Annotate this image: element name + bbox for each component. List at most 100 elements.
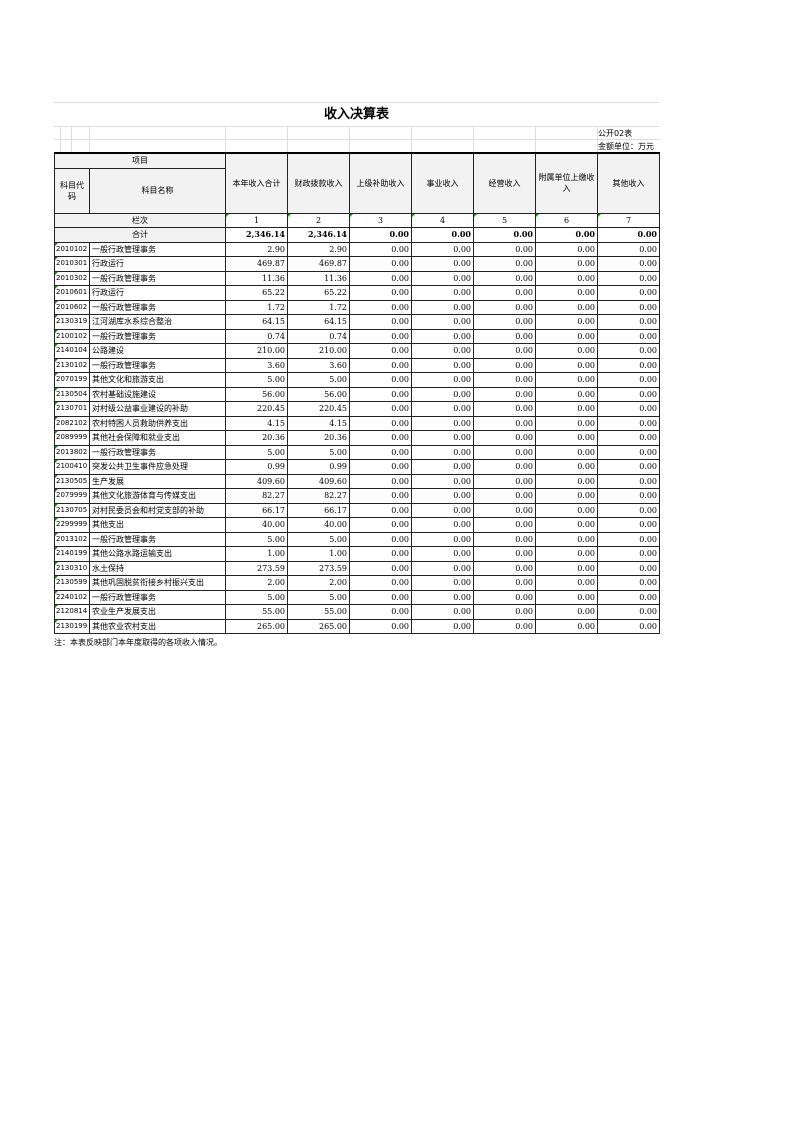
subject-code: 2010302 xyxy=(54,270,90,286)
amount-cell: 0.00 xyxy=(597,589,660,605)
amount-cell: 0.00 xyxy=(473,560,536,576)
subject-name: 一般行政管理事务 xyxy=(89,241,226,257)
amount-cell: 0.00 xyxy=(597,531,660,547)
amount-cell: 0.00 xyxy=(473,444,536,460)
amount-cell: 220.45 xyxy=(287,401,350,417)
amount-cell: 0.99 xyxy=(287,459,350,475)
amount-cell: 0.00 xyxy=(349,473,412,489)
amount-cell: 0.00 xyxy=(597,444,660,460)
amount-cell: 0.00 xyxy=(597,285,660,301)
subject-code: 2140199 xyxy=(54,546,90,562)
amount-cell: 40.00 xyxy=(225,517,288,533)
meta-rows: 公开02表 金额单位：万元 xyxy=(54,127,659,152)
amount-cell: 0.00 xyxy=(349,415,412,431)
amount-cell: 0.00 xyxy=(473,430,536,446)
amount-cell: 0.00 xyxy=(597,415,660,431)
amount-cell: 0.00 xyxy=(535,256,598,272)
amount-cell: 0.00 xyxy=(411,604,474,620)
amount-cell: 82.27 xyxy=(225,488,288,504)
amount-cell: 0.00 xyxy=(411,488,474,504)
amount-cell: 0.00 xyxy=(535,604,598,620)
amount-cell: 0.74 xyxy=(225,328,288,344)
amount-cell: 11.36 xyxy=(225,270,288,286)
header-col-5: 经营收入 xyxy=(473,152,536,214)
subject-code: 2130504 xyxy=(54,386,90,402)
amount-cell: 5.00 xyxy=(287,444,350,460)
total-value: 0.00 xyxy=(411,227,474,243)
table-row: 2010601 行政运行 65.22 65.22 0.00 0.00 0.00 0.00 0.0… xyxy=(54,285,660,301)
amount-cell: 0.00 xyxy=(473,517,536,533)
amount-cell: 5.00 xyxy=(287,372,350,388)
amount-cell: 210.00 xyxy=(225,343,288,359)
amount-cell: 0.00 xyxy=(535,589,598,605)
index-cell: 6 xyxy=(535,212,598,228)
total-value: 2,346.14 xyxy=(225,227,288,243)
amount-cell: 1.72 xyxy=(287,299,350,315)
subject-code: 2140104 xyxy=(54,343,90,359)
index-cell: 4 xyxy=(411,212,474,228)
subject-name: 一般行政管理事务 xyxy=(89,270,226,286)
subject-name: 对村民委员会和村党支部的补助 xyxy=(89,502,226,518)
subject-name: 其他社会保障和就业支出 xyxy=(89,430,226,446)
table-row: 2010302 一般行政管理事务 11.36 11.36 0.00 0.00 0.00 0.0… xyxy=(54,270,660,286)
table-row: 2130505 生产发展 409.60 409.60 0.00 0.00 0.00 0.00 0… xyxy=(54,473,660,489)
amount-cell: 0.00 xyxy=(411,430,474,446)
amount-cell: 0.00 xyxy=(473,314,536,330)
amount-cell: 210.00 xyxy=(287,343,350,359)
subject-code: 2089999 xyxy=(54,430,90,446)
amount-cell: 0.00 xyxy=(597,256,660,272)
amount-cell: 0.00 xyxy=(473,299,536,315)
table-row: 2079999 其他文化旅游体育与传媒支出 82.27 82.27 0.00 0.00 0.… xyxy=(54,488,660,504)
amount-cell: 0.00 xyxy=(535,415,598,431)
amount-cell: 0.00 xyxy=(349,589,412,605)
amount-cell: 0.00 xyxy=(535,430,598,446)
subject-name: 一般行政管理事务 xyxy=(89,328,226,344)
amount-cell: 409.60 xyxy=(225,473,288,489)
form-number: 公开02表 xyxy=(598,129,633,138)
amount-cell: 55.00 xyxy=(225,604,288,620)
sheet-title: 收入决算表 xyxy=(54,102,659,127)
amount-cell: 0.00 xyxy=(535,444,598,460)
amount-cell: 0.00 xyxy=(473,459,536,475)
table-row: 2130599 其他巩固脱贫衔接乡村振兴支出 2.00 2.00 0.00 0.00 0.0… xyxy=(54,575,660,591)
amount-cell: 0.00 xyxy=(597,604,660,620)
amount-cell: 0.00 xyxy=(597,299,660,315)
subject-code: 2010601 xyxy=(54,285,90,301)
amount-cell: 0.00 xyxy=(597,270,660,286)
amount-cell: 0.00 xyxy=(349,285,412,301)
amount-cell: 0.00 xyxy=(411,546,474,562)
amount-cell: 0.00 xyxy=(473,604,536,620)
amount-cell: 3.60 xyxy=(225,357,288,373)
amount-cell: 0.00 xyxy=(349,430,412,446)
subject-name: 其他支出 xyxy=(89,517,226,533)
amount-cell: 0.00 xyxy=(473,401,536,417)
subject-name: 其他文化和旅游支出 xyxy=(89,372,226,388)
total-value: 0.00 xyxy=(597,227,660,243)
amount-cell: 0.00 xyxy=(411,401,474,417)
amount-cell: 66.17 xyxy=(225,502,288,518)
amount-cell: 0.00 xyxy=(473,473,536,489)
subject-code: 2130319 xyxy=(54,314,90,330)
amount-cell: 5.00 xyxy=(225,444,288,460)
subject-code: 2130505 xyxy=(54,473,90,489)
subject-code: 2120814 xyxy=(54,604,90,620)
income-statement-sheet: 收入决算表 公开02表 金额单位：万元 项目 本年收入合计 财政拨款收入 上级补… xyxy=(54,102,660,648)
amount-cell: 469.87 xyxy=(225,256,288,272)
amount-cell: 0.00 xyxy=(597,618,660,634)
amount-cell: 0.00 xyxy=(349,270,412,286)
table-row: 2130705 对村民委员会和村党支部的补助 66.17 66.17 0.00 0.00 0… xyxy=(54,502,660,518)
subject-code: 2130599 xyxy=(54,575,90,591)
amount-cell: 0.00 xyxy=(411,415,474,431)
amount-cell: 273.59 xyxy=(287,560,350,576)
amount-cell: 0.00 xyxy=(349,604,412,620)
amount-cell: 0.00 xyxy=(411,343,474,359)
subject-code: 2100410 xyxy=(54,459,90,475)
amount-cell: 0.00 xyxy=(535,546,598,562)
subject-name: 水土保持 xyxy=(89,560,226,576)
amount-cell: 0.00 xyxy=(411,270,474,286)
table-row: 2100102 一般行政管理事务 0.74 0.74 0.00 0.00 0.00 0.00 0… xyxy=(54,328,660,344)
subject-code: 2130199 xyxy=(54,618,90,634)
amount-cell: 0.00 xyxy=(411,531,474,547)
amount-cell: 5.00 xyxy=(287,531,350,547)
amount-cell: 0.00 xyxy=(535,328,598,344)
